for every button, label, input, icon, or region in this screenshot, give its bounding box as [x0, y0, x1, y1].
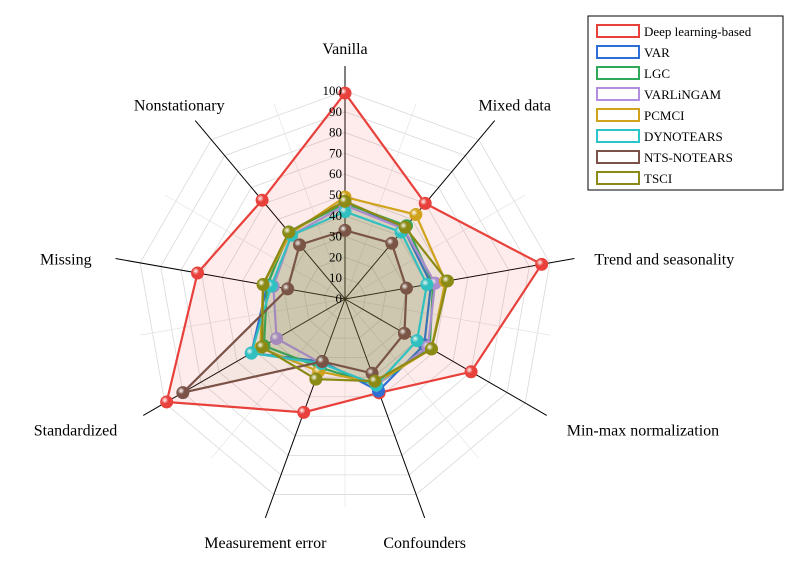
tick-label: 30: [329, 229, 342, 244]
data-point: [191, 266, 205, 280]
axis-label: Missing: [40, 252, 92, 269]
data-point: [293, 238, 307, 252]
data-point: [255, 193, 269, 207]
legend-label: NTS-NOTEARS: [644, 150, 733, 165]
series-outline: [249, 210, 429, 387]
data-point: [368, 374, 382, 388]
tick-label: 10: [329, 270, 342, 285]
data-point: [309, 372, 323, 386]
axis-label: Mixed data: [479, 98, 551, 115]
axis-label: Standardized: [34, 422, 118, 439]
data-point: [385, 236, 399, 250]
legend-label: LGC: [644, 66, 670, 81]
axis-spoke: [115, 258, 346, 300]
data-point: [281, 282, 295, 296]
data-point: [535, 257, 549, 271]
data-point: [398, 220, 412, 234]
tick-label: 100: [323, 83, 343, 98]
data-point: [256, 278, 270, 292]
legend-swatch: [596, 87, 640, 101]
legend-swatch: [596, 24, 640, 38]
axis-spoke: [194, 120, 346, 300]
minor-spoke: [140, 298, 346, 336]
data-point: [297, 405, 311, 419]
data-point: [338, 86, 352, 100]
legend-label: VAR: [644, 45, 670, 60]
data-point: [410, 334, 424, 348]
data-point: [464, 365, 478, 379]
tick-label: 50: [329, 187, 342, 202]
data-point: [397, 326, 411, 340]
data-point: [409, 208, 423, 222]
minor-spoke: [164, 194, 346, 300]
data-point: [282, 225, 296, 239]
series-outline: [261, 200, 449, 383]
data-point: [315, 355, 329, 369]
legend-swatch: [596, 45, 640, 59]
legend: Deep learning-based VAR LGC VARLiNGAM PCMCI D…: [587, 15, 784, 191]
axis-spoke: [344, 298, 547, 416]
axis-label: Nonstationary: [134, 98, 225, 115]
axis-label: Confounders: [383, 535, 466, 552]
data-point: [338, 194, 352, 208]
minor-spoke: [211, 298, 346, 459]
data-point: [420, 278, 434, 292]
axis-labels: Vanilla Mixed data Trend and seasonality Mi…: [34, 41, 735, 552]
legend-label: PCMCI: [644, 108, 684, 123]
legend-swatch: [596, 171, 640, 185]
tick-label: 60: [329, 166, 342, 181]
tick-label: 0: [336, 291, 343, 306]
minor-spoke: [344, 194, 526, 300]
radar-grid: [139, 90, 551, 507]
legend-label: DYNOTEARS: [644, 129, 723, 144]
legend-swatch: [596, 150, 640, 164]
legend-label: VARLiNGAM: [644, 87, 721, 102]
legend-label: Deep learning-based: [644, 24, 752, 39]
legend-label: TSCI: [644, 171, 672, 186]
axis-label: Measurement error: [204, 535, 327, 552]
data-point: [418, 196, 432, 210]
tick-label: 90: [329, 104, 342, 119]
legend-swatch: [596, 108, 640, 122]
tick-label: 20: [329, 249, 342, 264]
series-outline: [179, 229, 408, 395]
data-point: [160, 395, 174, 409]
data-point: [424, 342, 438, 356]
minor-spoke: [273, 103, 346, 300]
data-point: [255, 340, 269, 354]
axis-spoke: [143, 298, 346, 416]
data-point: [399, 281, 413, 295]
data-point: [176, 386, 190, 400]
legend-swatch: [596, 66, 640, 80]
axis-label: Min-max normalization: [567, 422, 719, 439]
radar-series: [160, 86, 549, 419]
data-point: [440, 274, 454, 288]
legend-swatch: [596, 129, 640, 143]
data-point: [244, 346, 258, 360]
series-tsci: [255, 194, 454, 388]
series-nts-notears: [176, 223, 413, 400]
series-dynotears: [244, 205, 434, 392]
axis-spoke: [344, 298, 426, 519]
tick-label: 40: [329, 208, 342, 223]
tick-label: 70: [329, 145, 342, 160]
minor-spoke: [344, 298, 479, 459]
axis-label: Trend and seasonality: [594, 252, 734, 269]
minor-spoke: [344, 298, 550, 336]
tick-label: 80: [329, 125, 342, 140]
minor-spoke: [344, 103, 417, 300]
data-point: [338, 223, 352, 237]
axis-label: Vanilla: [322, 41, 367, 58]
data-point: [270, 332, 284, 346]
radial-tick-labels: 0 10 20 30 40 50 60 70 80 90 100: [323, 83, 343, 306]
